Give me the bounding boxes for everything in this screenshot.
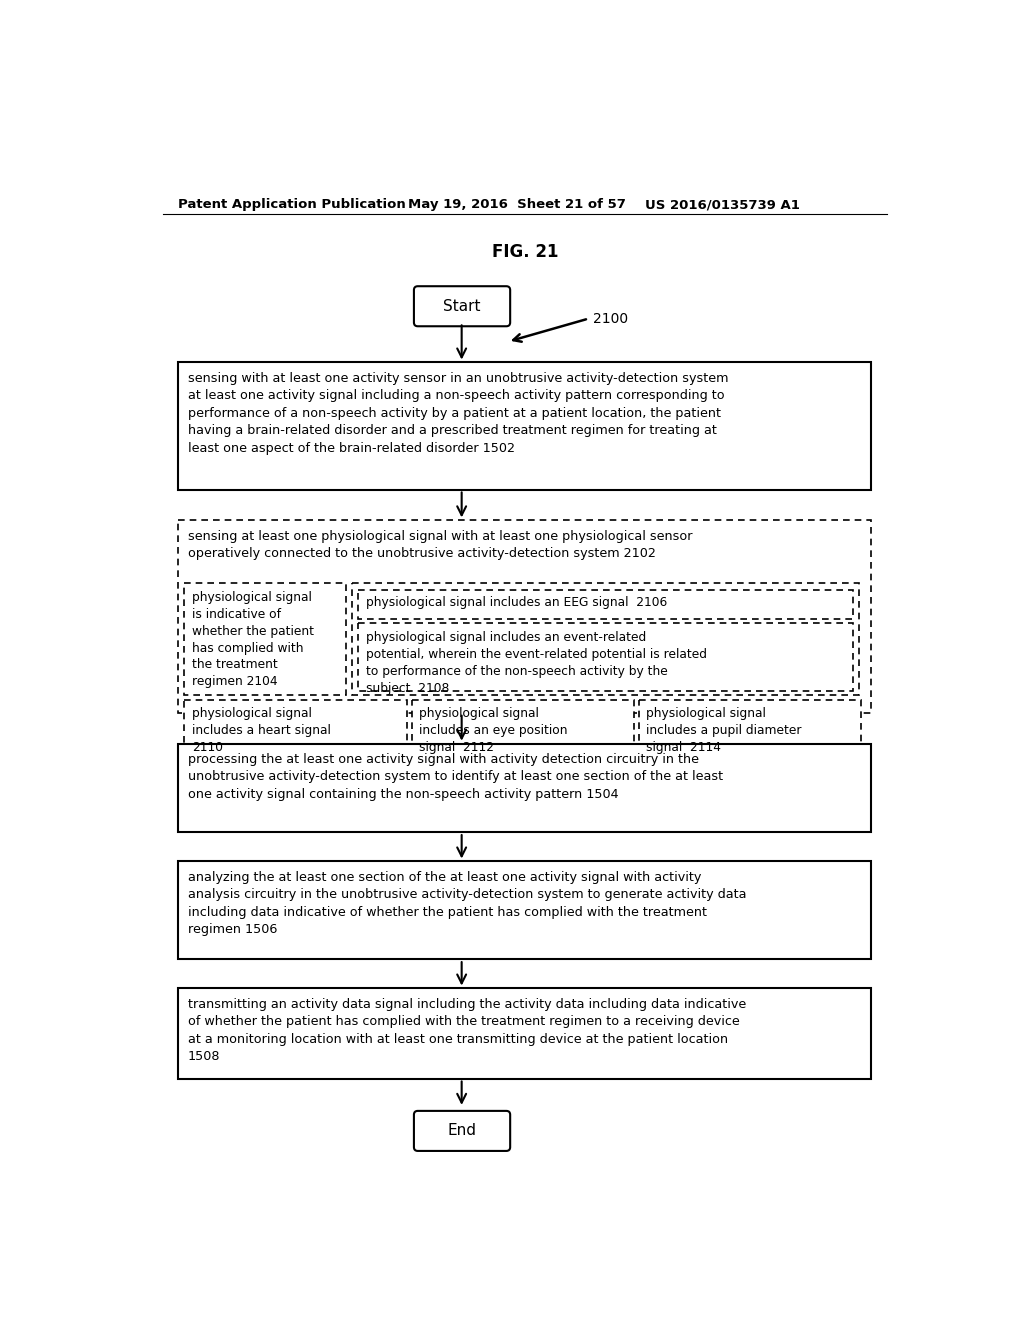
Text: Patent Application Publication: Patent Application Publication <box>178 198 407 211</box>
Text: FIG. 21: FIG. 21 <box>492 243 558 261</box>
FancyBboxPatch shape <box>639 700 861 755</box>
Text: analyzing the at least one section of the at least one activity signal with acti: analyzing the at least one section of th… <box>187 871 746 936</box>
Text: End: End <box>447 1123 476 1138</box>
FancyBboxPatch shape <box>184 583 346 696</box>
Text: physiological signal includes an EEG signal  2106: physiological signal includes an EEG sig… <box>367 595 668 609</box>
FancyBboxPatch shape <box>352 583 859 696</box>
FancyBboxPatch shape <box>178 989 871 1078</box>
Text: physiological signal
includes a pupil diameter
signal  2114: physiological signal includes a pupil di… <box>646 708 802 754</box>
Text: Start: Start <box>443 298 480 314</box>
FancyBboxPatch shape <box>178 520 871 713</box>
Text: physiological signal
is indicative of
whether the patient
has complied with
the : physiological signal is indicative of wh… <box>193 591 314 688</box>
FancyBboxPatch shape <box>412 700 634 755</box>
FancyBboxPatch shape <box>184 700 407 755</box>
Text: May 19, 2016  Sheet 21 of 57: May 19, 2016 Sheet 21 of 57 <box>408 198 626 211</box>
Text: 2100: 2100 <box>593 313 628 326</box>
Text: physiological signal
includes an eye position
signal  2112: physiological signal includes an eye pos… <box>419 708 568 754</box>
FancyBboxPatch shape <box>178 363 871 490</box>
Text: sensing at least one physiological signal with at least one physiological sensor: sensing at least one physiological signa… <box>187 529 692 560</box>
Text: US 2016/0135739 A1: US 2016/0135739 A1 <box>645 198 800 211</box>
FancyBboxPatch shape <box>414 286 510 326</box>
FancyBboxPatch shape <box>358 623 853 692</box>
FancyBboxPatch shape <box>414 1111 510 1151</box>
FancyBboxPatch shape <box>178 743 871 832</box>
FancyBboxPatch shape <box>178 862 871 960</box>
Text: processing the at least one activity signal with activity detection circuitry in: processing the at least one activity sig… <box>187 752 723 801</box>
Text: physiological signal includes an event-related
potential, wherein the event-rela: physiological signal includes an event-r… <box>367 631 708 694</box>
FancyBboxPatch shape <box>358 590 853 619</box>
Text: sensing with at least one activity sensor in an unobtrusive activity-detection s: sensing with at least one activity senso… <box>187 372 728 454</box>
Text: transmitting an activity data signal including the activity data including data : transmitting an activity data signal inc… <box>187 998 745 1063</box>
Text: physiological signal
includes a heart signal
2110: physiological signal includes a heart si… <box>193 708 331 754</box>
